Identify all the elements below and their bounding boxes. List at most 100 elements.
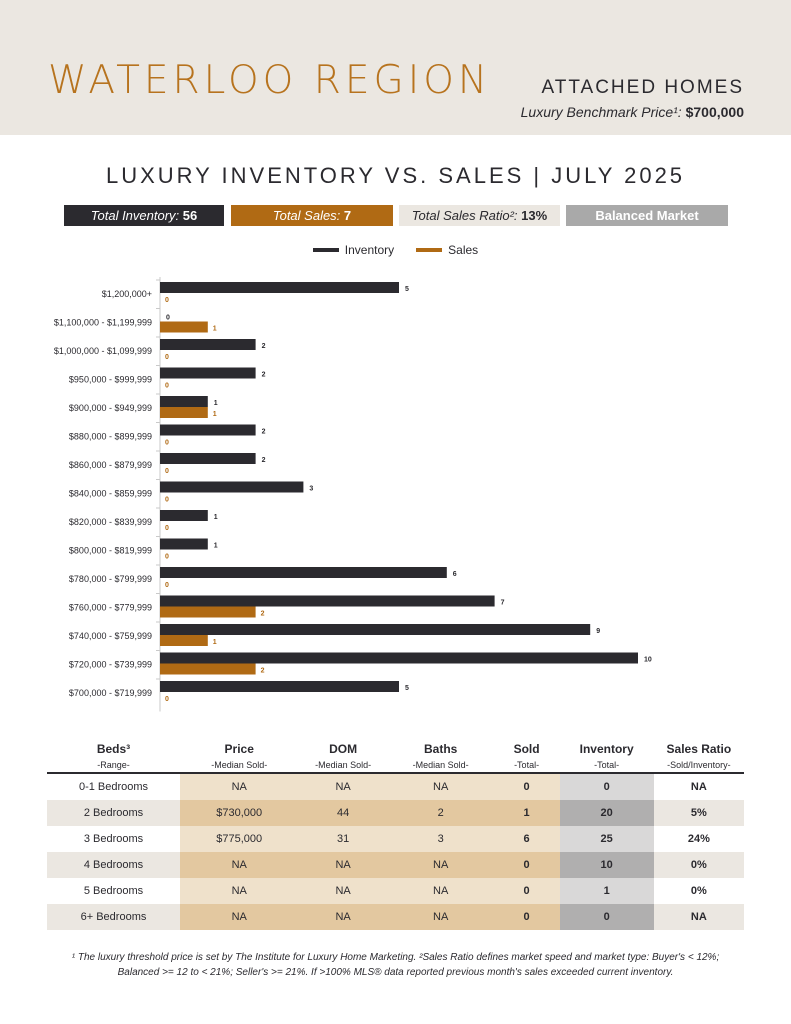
sales-data-label: 1 <box>213 411 217 418</box>
total-sales-value: 7 <box>343 208 352 223</box>
table-cell: 0 <box>559 774 654 800</box>
table-cell: 5% <box>653 800 745 826</box>
inventory-data-label: 1 <box>214 543 218 550</box>
header-title: DOM <box>329 742 358 756</box>
inventory-bar <box>160 595 495 607</box>
table-cell: 0 <box>493 904 560 930</box>
table-cell: NA <box>180 852 299 878</box>
table-cell: $730,000 <box>180 800 299 826</box>
sales-data-label: 0 <box>165 440 169 447</box>
sales-data-label: 0 <box>165 554 169 561</box>
table-cell: 1 <box>559 878 654 904</box>
inventory-data-label: 2 <box>262 429 266 436</box>
y-tick-label: $880,000 - $899,999 <box>69 432 152 442</box>
y-tick-label: $900,000 - $949,999 <box>69 403 152 413</box>
sales-ratio-box: Total Sales Ratio²: 13% <box>399 205 560 226</box>
sales-data-label: 0 <box>165 354 169 361</box>
sales-data-label: 0 <box>165 297 169 304</box>
sales-data-label: 0 <box>165 525 169 532</box>
total-inventory-label: Total Inventory: <box>90 208 180 223</box>
table-cell: 0 <box>493 878 560 904</box>
table-cell: $775,000 <box>180 826 299 852</box>
y-tick-label: $840,000 - $859,999 <box>69 489 152 499</box>
bar-chart: $1,200,000+ 5 0 $1,100,000 - $1,199,999 0 1 $1… <box>54 277 652 712</box>
legend-item-sales: Sales <box>416 243 478 257</box>
benchmark-value: $700,000 <box>685 104 744 120</box>
region-title: WATERLOO REGION <box>48 58 492 103</box>
total-sales-label: Total Sales: <box>272 208 341 223</box>
header-title: Baths <box>423 742 458 756</box>
y-tick-label: $800,000 - $819,999 <box>69 546 152 556</box>
table-cell: 6 <box>493 826 560 852</box>
table-cell: 0-1 Bedrooms <box>47 774 180 800</box>
y-tick-label: $720,000 - $739,999 <box>69 660 152 670</box>
table-cell: 31 <box>298 826 388 852</box>
table-row: 5 Bedrooms NA NA NA 0 1 0% <box>47 878 745 904</box>
table-cell: NA <box>387 904 494 930</box>
table-header-cell: DOM -Median Sold- <box>298 740 387 772</box>
y-tick-label: $760,000 - $779,999 <box>69 603 152 613</box>
table-cell: 10 <box>559 852 654 878</box>
inventory-bar <box>160 339 256 350</box>
footnote-line-1: ¹ The luxury threshold price is set by T… <box>71 952 720 963</box>
table-header-cell: Sales Ratio -Sold/Inventory- <box>654 740 744 772</box>
inventory-data-label: 9 <box>596 628 600 635</box>
y-tick-label: $740,000 - $759,999 <box>69 631 152 641</box>
inventory-data-label: 1 <box>214 400 218 407</box>
total-inventory-value: 56 <box>182 208 198 223</box>
inventory-bar <box>160 396 208 407</box>
legend-swatch-sales <box>416 248 443 252</box>
sales-data-label: 1 <box>213 639 217 646</box>
table-cell: 3 Bedrooms <box>47 826 180 852</box>
inventory-data-label: 10 <box>644 657 652 664</box>
header-band: WATERLOO REGION ATTACHED HOMES Luxury Be… <box>0 0 791 135</box>
chart-title: LUXURY INVENTORY VS. SALES | JULY 2025 <box>105 163 686 188</box>
table-row: 6+ Bedrooms NA NA NA 0 0 NA <box>47 904 745 930</box>
inventory-data-label: 2 <box>262 457 266 464</box>
inventory-bar <box>160 538 208 550</box>
inventory-bar <box>160 424 256 436</box>
inventory-bar <box>160 367 256 379</box>
legend-swatch-inventory <box>312 248 339 252</box>
table-cell: 2 <box>387 800 494 826</box>
table-cell: 4 Bedrooms <box>47 852 180 878</box>
benchmark-price: Luxury Benchmark Price¹: $700,000 <box>521 104 744 120</box>
inventory-data-label: 2 <box>262 372 266 379</box>
y-tick-label: $780,000 - $799,999 <box>69 574 152 584</box>
total-inventory-box: Total Inventory: 56 <box>64 205 224 226</box>
table-cell: 6+ Bedrooms <box>47 904 180 930</box>
inventory-bar <box>160 567 447 578</box>
y-tick-label: $1,000,000 - $1,099,999 <box>54 346 152 356</box>
table-header-cell: Inventory -Total- <box>560 740 654 772</box>
sales-ratio-label: Total Sales Ratio²: <box>411 208 518 223</box>
legend-item-inventory: Inventory <box>312 243 394 257</box>
inventory-data-label: 5 <box>405 685 409 692</box>
inventory-bar <box>160 510 208 521</box>
y-tick-label: $820,000 - $839,999 <box>69 517 152 527</box>
table-row: 2 Bedrooms $730,000 44 2 1 20 5% <box>47 800 745 826</box>
table-cell: NA <box>298 904 388 930</box>
table-cell: 0% <box>653 852 745 878</box>
table-header: Beds³ -Range- Price -Median Sold- DOM -Median… <box>47 740 744 774</box>
table-cell: NA <box>387 878 494 904</box>
table-header-cell: Baths -Median Sold- <box>388 740 494 772</box>
sales-data-label: 2 <box>261 668 265 675</box>
table-cell: NA <box>653 904 745 930</box>
market-type-box: Balanced Market <box>566 205 728 226</box>
header-title: Sales Ratio <box>666 742 732 756</box>
sales-ratio-value: 13% <box>521 208 548 223</box>
table-cell: 25 <box>559 826 654 852</box>
sales-data-label: 0 <box>165 696 169 703</box>
table-body: 0-1 Bedrooms NA NA NA 0 0 NA 2 Bedrooms $730,000… <box>47 774 745 930</box>
table-cell: 24% <box>653 826 745 852</box>
table-cell: 20 <box>559 800 654 826</box>
table-cell: NA <box>653 774 745 800</box>
total-sales-box: Total Sales: 7 <box>231 205 393 226</box>
table-header-cell: Beds³ -Range- <box>47 740 180 772</box>
inventory-data-label: 1 <box>214 514 218 521</box>
table-cell: 0 <box>493 852 560 878</box>
benchmark-label: Luxury Benchmark Price¹: <box>520 104 682 120</box>
table-cell: 2 Bedrooms <box>47 800 180 826</box>
table-cell: 44 <box>298 800 388 826</box>
table-cell: NA <box>180 904 299 930</box>
